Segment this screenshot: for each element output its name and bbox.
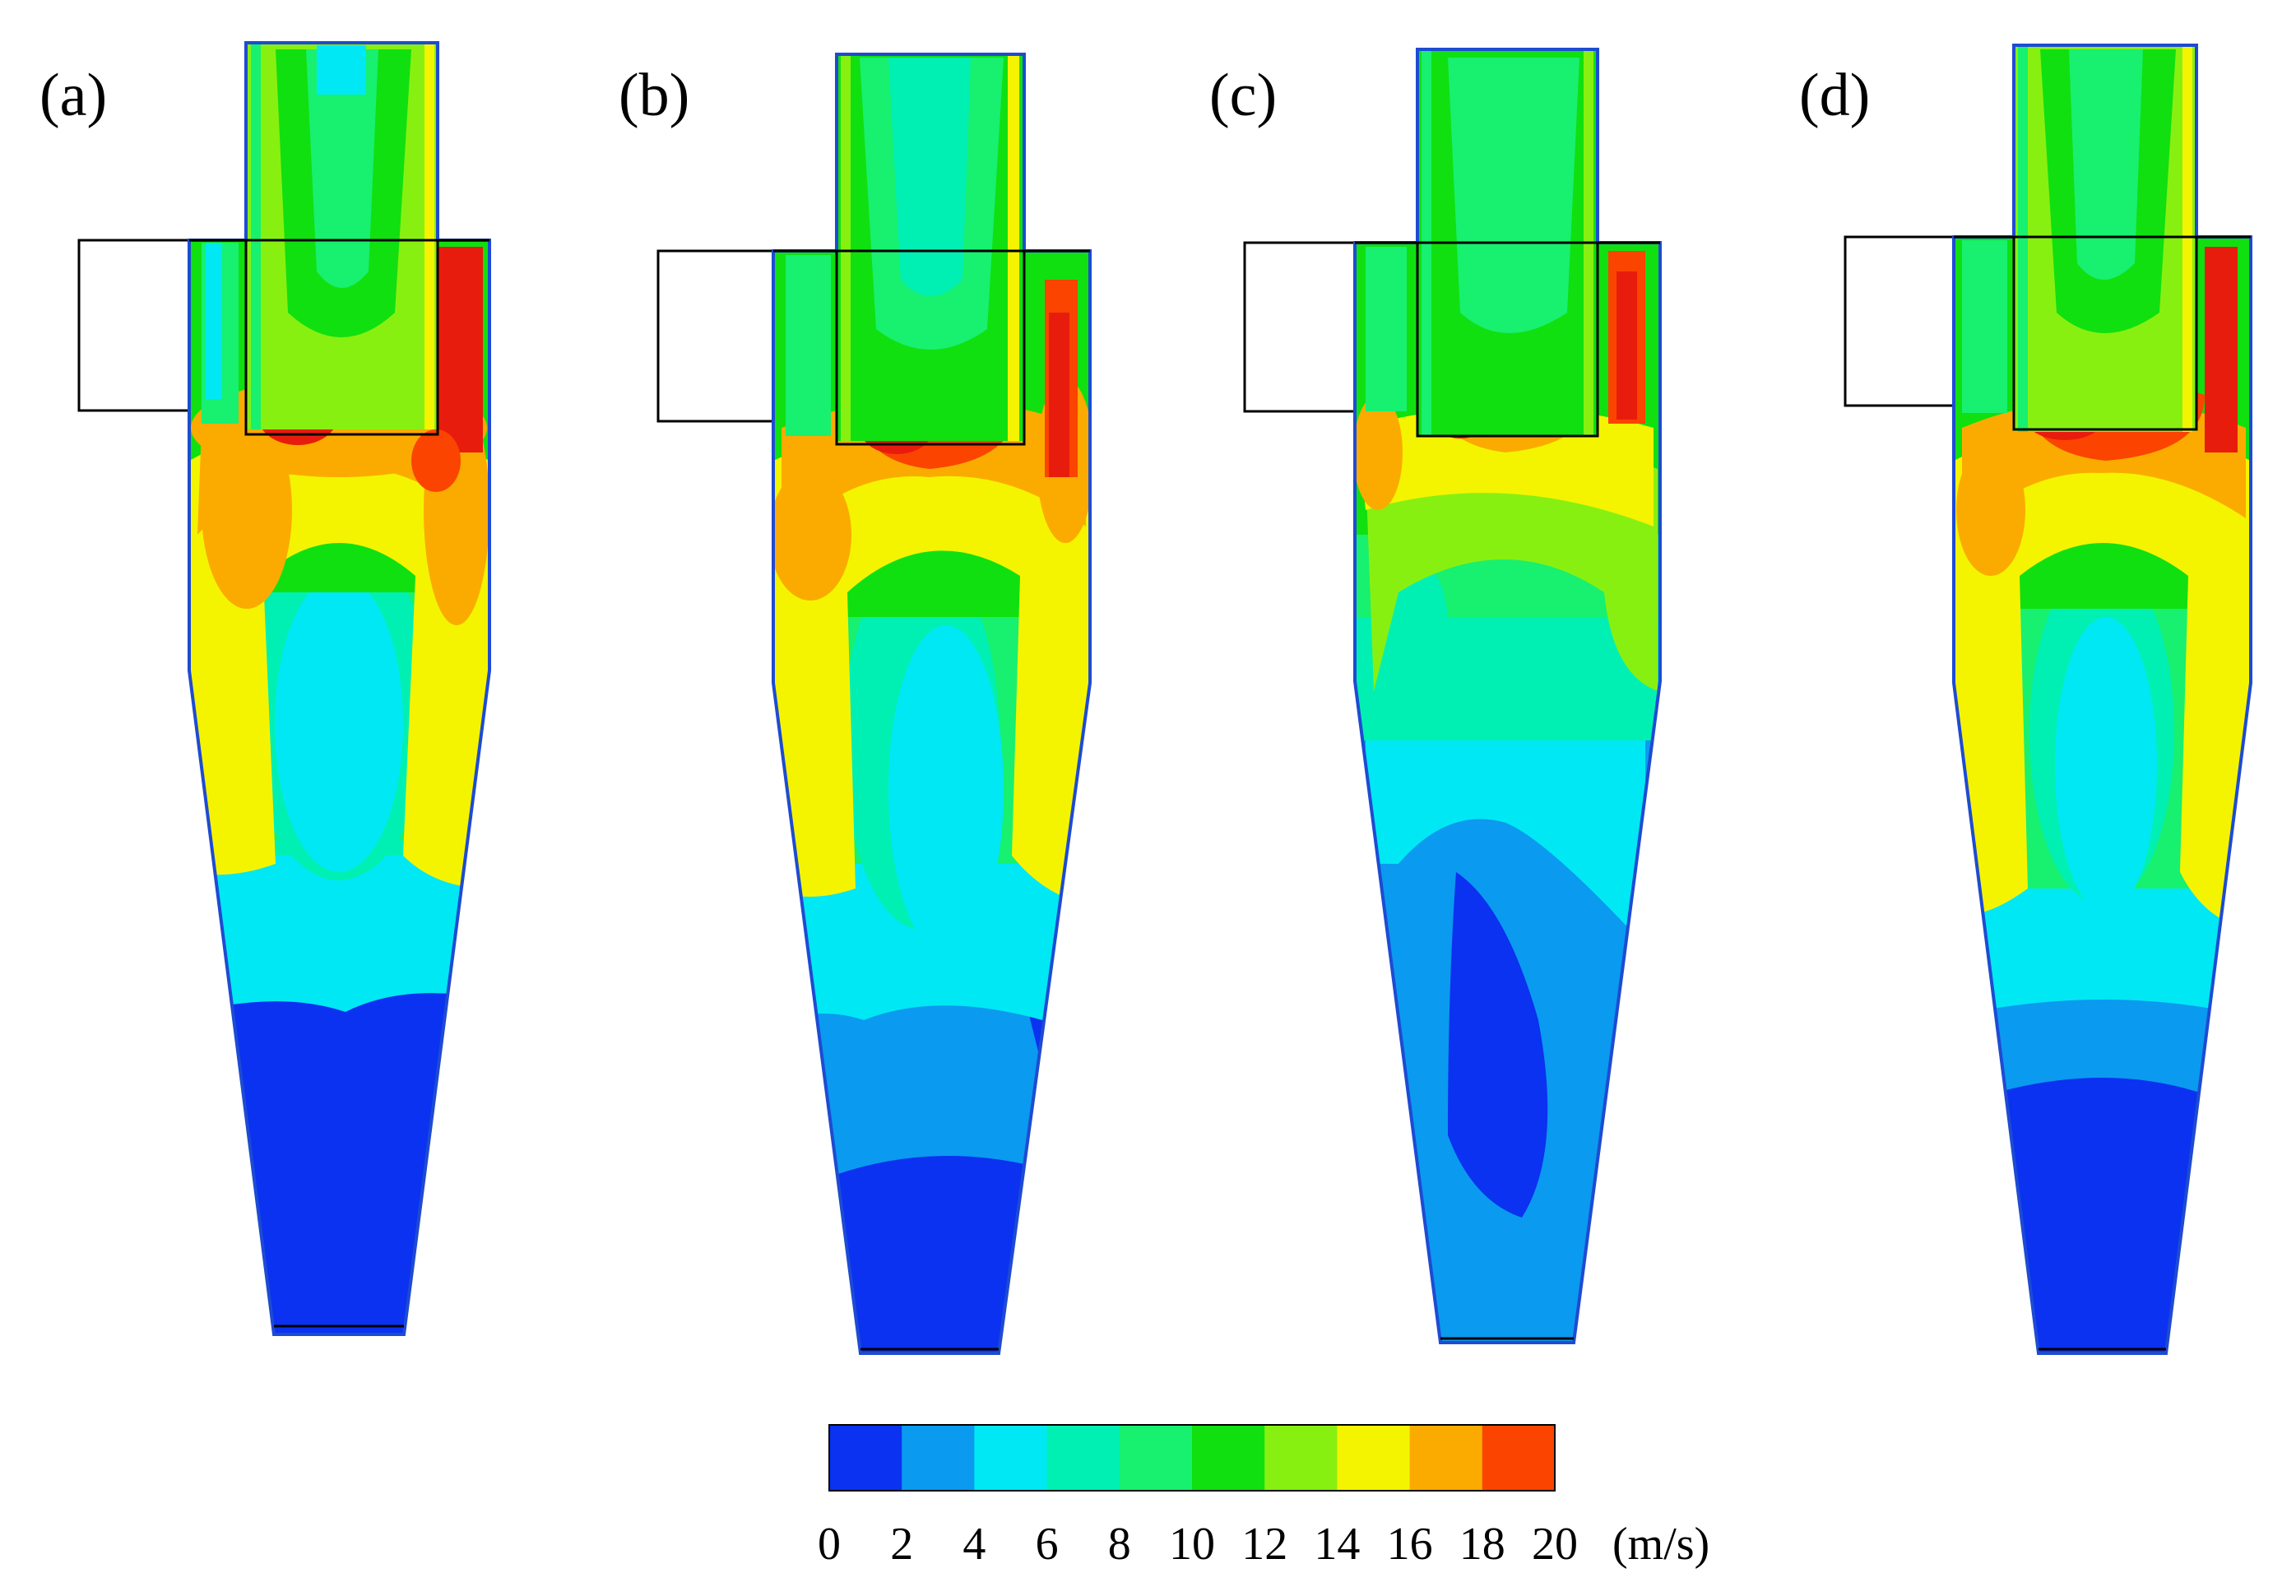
- colorbar-tick-label: 18: [1459, 1519, 1505, 1570]
- colorbar-tick-label: 2: [890, 1519, 913, 1570]
- colorbar-tick-label: 10: [1169, 1519, 1215, 1570]
- colorbar-segment: [1409, 1425, 1483, 1491]
- colorbar-tick-label: 6: [1036, 1519, 1059, 1570]
- vortex-finder-a: [244, 240, 439, 436]
- colorbar-tick-label: 14: [1314, 1519, 1360, 1570]
- velocity-contour-c: [1355, 49, 1660, 1343]
- inlet-duct-b: [656, 249, 775, 423]
- velocity-contour-a: [189, 43, 489, 1334]
- colorbar-unit-label: (m/s): [1612, 1519, 1709, 1570]
- colorbar-tick-label: 20: [1532, 1519, 1578, 1570]
- colorbar-segment: [1337, 1425, 1411, 1491]
- colorbar-tick-label: 0: [818, 1519, 841, 1570]
- velocity-contour-d: [1954, 45, 2251, 1353]
- colorbar-segment: [829, 1425, 902, 1491]
- panel-c: (c): [1209, 48, 1662, 1344]
- colorbar-tick-label: 8: [1108, 1519, 1131, 1570]
- panel-a: (a): [39, 41, 491, 1336]
- panel-d: (d): [1799, 44, 2252, 1355]
- colorbar-segment: [974, 1425, 1048, 1491]
- colorbar-segment: [1264, 1425, 1338, 1491]
- colorbar-segment: [1119, 1425, 1193, 1491]
- colorbar-segment: [1192, 1425, 1265, 1491]
- colorbar: 0 2 4 6 8 10 12 14 16 18 20 (m/s): [818, 1424, 1709, 1570]
- colorbar-tick-label: 4: [962, 1519, 986, 1570]
- panel-b: (b): [619, 53, 1092, 1355]
- colorbar-segments: [829, 1425, 1556, 1491]
- vortex-finder-c: [1416, 243, 1599, 438]
- colorbar-segment: [1046, 1425, 1120, 1491]
- colorbar-tick-label: 16: [1387, 1519, 1433, 1570]
- colorbar-segment: [1482, 1425, 1556, 1491]
- colorbar-frame: [828, 1424, 1556, 1492]
- inlet-duct-a: [77, 239, 191, 412]
- panel-label-a: (a): [39, 62, 107, 129]
- vortex-finder-d: [2012, 237, 2198, 431]
- panel-label-c: (c): [1209, 62, 1277, 129]
- vortex-finder-b: [835, 251, 1026, 446]
- inlet-duct-c: [1243, 241, 1357, 413]
- panel-label-d: (d): [1799, 62, 1870, 129]
- velocity-contour-b: [773, 54, 1090, 1353]
- inlet-duct-d: [1844, 235, 1955, 407]
- colorbar-segment: [902, 1425, 975, 1491]
- colorbar-tick-labels: 0 2 4 6 8 10 12 14 16 18 20: [818, 1519, 1578, 1570]
- panel-label-b: (b): [619, 62, 689, 129]
- colorbar-tick-label: 12: [1241, 1519, 1287, 1570]
